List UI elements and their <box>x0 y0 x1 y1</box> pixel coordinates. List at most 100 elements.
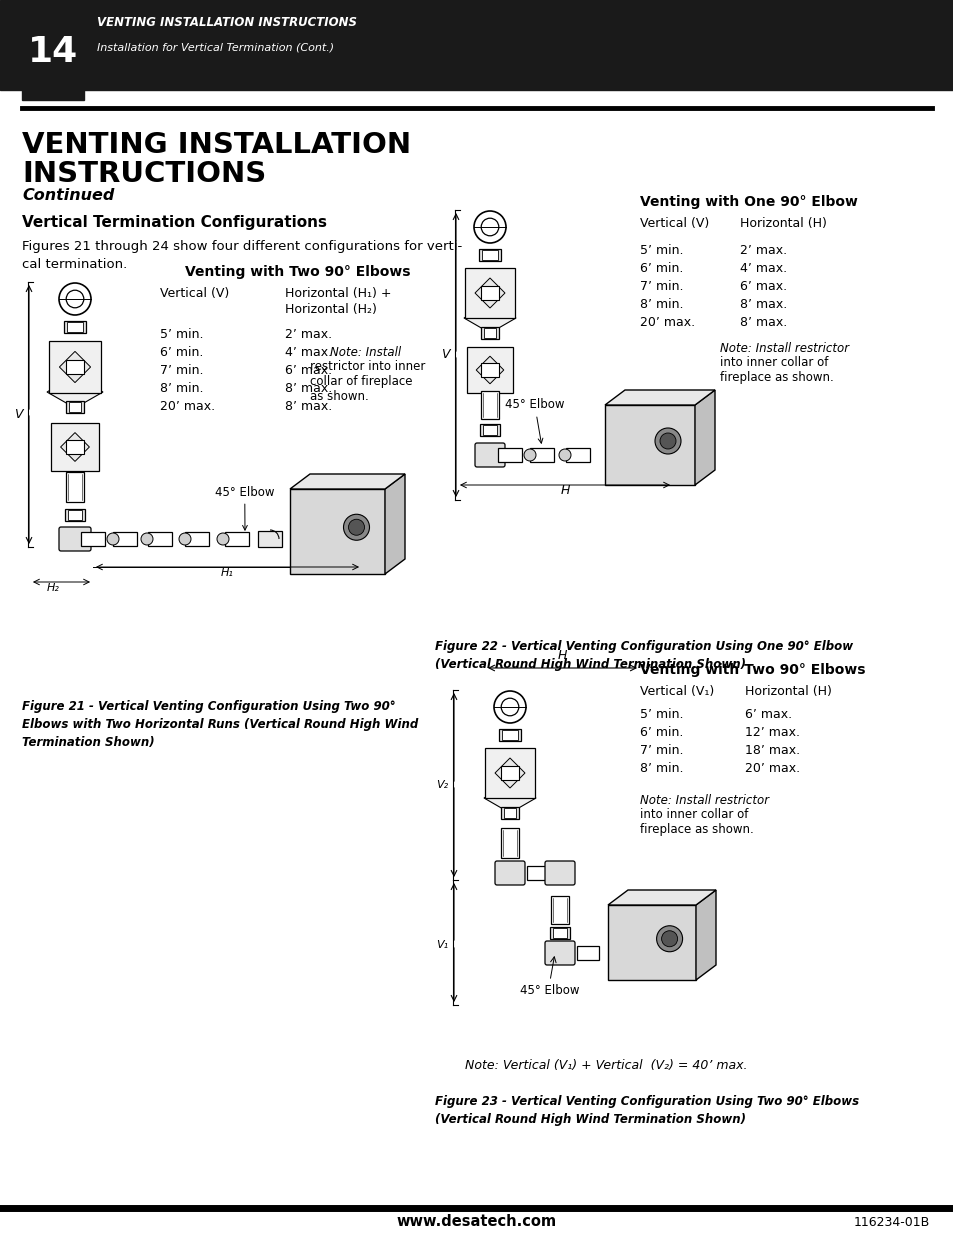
Text: Venting with One 90° Elbow: Venting with One 90° Elbow <box>639 195 857 209</box>
Text: Note: Vertical (V₁) + Vertical  (V₂) = 40’ max.: Note: Vertical (V₁) + Vertical (V₂) = 40… <box>464 1058 747 1072</box>
Text: V₁: V₁ <box>436 940 448 950</box>
Bar <box>257 531 282 547</box>
Text: 8’ min.: 8’ min. <box>639 762 682 776</box>
Text: collar of fireplace: collar of fireplace <box>310 375 412 389</box>
Text: into inner collar of: into inner collar of <box>720 357 827 369</box>
Text: restrictor into inner: restrictor into inner <box>310 361 425 373</box>
Bar <box>482 249 497 261</box>
Text: 2’ max.: 2’ max. <box>740 243 786 257</box>
Text: Vertical Termination Configurations: Vertical Termination Configurations <box>22 215 327 230</box>
Circle shape <box>141 534 152 545</box>
Bar <box>185 532 209 546</box>
Text: 45° Elbow: 45° Elbow <box>519 983 579 997</box>
Text: 8’ min.: 8’ min. <box>639 298 682 310</box>
Text: 6’ max.: 6’ max. <box>744 709 791 721</box>
Bar <box>81 532 105 546</box>
Text: Figure 22 - Vertical Venting Configuration Using One 90° Elbow
(Vertical Round H: Figure 22 - Vertical Venting Configurati… <box>435 640 852 671</box>
Text: 20’ max.: 20’ max. <box>744 762 800 776</box>
Text: Horizontal (H₂): Horizontal (H₂) <box>285 303 376 315</box>
Text: 45° Elbow: 45° Elbow <box>214 485 274 530</box>
Bar <box>530 448 554 462</box>
Text: 14: 14 <box>28 35 78 69</box>
Bar <box>0 0 953 90</box>
Text: Venting with Two 90° Elbows: Venting with Two 90° Elbows <box>185 266 410 279</box>
Circle shape <box>107 534 119 545</box>
Bar <box>66 359 84 374</box>
Polygon shape <box>495 758 524 788</box>
Text: 45° Elbow: 45° Elbow <box>504 399 564 443</box>
Text: fireplace as shown.: fireplace as shown. <box>639 824 753 836</box>
Polygon shape <box>483 783 536 813</box>
Text: into inner collar of: into inner collar of <box>639 809 747 821</box>
Bar <box>480 391 498 419</box>
Text: H: H <box>558 650 567 662</box>
Bar <box>66 440 84 454</box>
Bar <box>604 405 695 485</box>
Bar <box>65 509 85 521</box>
Circle shape <box>216 534 229 545</box>
Text: 7’ min.: 7’ min. <box>639 279 682 293</box>
Text: 6’ min.: 6’ min. <box>160 346 203 358</box>
Text: 7’ min.: 7’ min. <box>160 363 203 377</box>
Text: as shown.: as shown. <box>310 390 369 404</box>
Text: Note: Install restrictor: Note: Install restrictor <box>639 794 768 806</box>
Text: H₁: H₁ <box>221 568 233 578</box>
Bar <box>66 472 84 501</box>
Text: Vertical (V): Vertical (V) <box>639 217 708 231</box>
Polygon shape <box>696 890 716 981</box>
Circle shape <box>179 534 191 545</box>
Bar <box>51 424 99 471</box>
Text: V: V <box>13 408 22 420</box>
Bar <box>112 532 137 546</box>
Text: www.desatech.com: www.desatech.com <box>396 1214 557 1230</box>
Bar <box>49 341 101 393</box>
Circle shape <box>558 450 571 461</box>
Bar <box>290 489 385 574</box>
Polygon shape <box>475 278 504 308</box>
FancyBboxPatch shape <box>544 861 575 885</box>
Text: 4’ max.: 4’ max. <box>740 262 786 274</box>
Text: 5’ min.: 5’ min. <box>639 243 682 257</box>
FancyBboxPatch shape <box>544 941 575 965</box>
FancyBboxPatch shape <box>475 443 504 467</box>
Bar <box>500 766 518 781</box>
Polygon shape <box>463 303 516 333</box>
Text: VENTING INSTALLATION INSTRUCTIONS: VENTING INSTALLATION INSTRUCTIONS <box>97 16 356 28</box>
Circle shape <box>661 931 677 947</box>
Text: 5’ min.: 5’ min. <box>160 327 203 341</box>
Text: 7’ min.: 7’ min. <box>639 745 682 757</box>
Text: Horizontal (H): Horizontal (H) <box>744 685 831 699</box>
Text: H₂: H₂ <box>47 583 59 593</box>
Text: 6’ max.: 6’ max. <box>285 363 332 377</box>
Circle shape <box>348 519 364 535</box>
Bar <box>550 927 569 939</box>
Text: 116234-01B: 116234-01B <box>853 1215 929 1229</box>
Text: 2’ max.: 2’ max. <box>285 327 332 341</box>
Text: Note: Install restrictor: Note: Install restrictor <box>720 342 848 354</box>
Bar <box>498 729 520 741</box>
Text: H: H <box>559 484 569 496</box>
Text: Figures 21 through 24 show four different configurations for verti-
cal terminat: Figures 21 through 24 show four differen… <box>22 240 462 270</box>
Text: Horizontal (H): Horizontal (H) <box>740 217 826 231</box>
Bar <box>148 532 172 546</box>
Bar <box>565 448 589 462</box>
Text: 20’ max.: 20’ max. <box>639 315 695 329</box>
Polygon shape <box>290 474 405 489</box>
Text: 8’ min.: 8’ min. <box>160 382 203 394</box>
Bar <box>68 510 82 520</box>
Text: 4’ max.: 4’ max. <box>285 346 332 358</box>
Bar <box>68 322 83 332</box>
Text: Horizontal (H₁) +: Horizontal (H₁) + <box>285 288 391 300</box>
Polygon shape <box>47 375 103 408</box>
Text: 5’ min.: 5’ min. <box>639 709 682 721</box>
Text: 8’ max.: 8’ max. <box>285 399 332 412</box>
Bar <box>69 403 81 412</box>
Bar <box>553 927 566 939</box>
Text: V: V <box>440 348 449 362</box>
Bar <box>607 905 696 981</box>
FancyBboxPatch shape <box>59 527 91 551</box>
Text: 18’ max.: 18’ max. <box>744 745 800 757</box>
Text: VENTING INSTALLATION: VENTING INSTALLATION <box>22 131 411 159</box>
Polygon shape <box>604 390 714 405</box>
Circle shape <box>659 433 676 450</box>
